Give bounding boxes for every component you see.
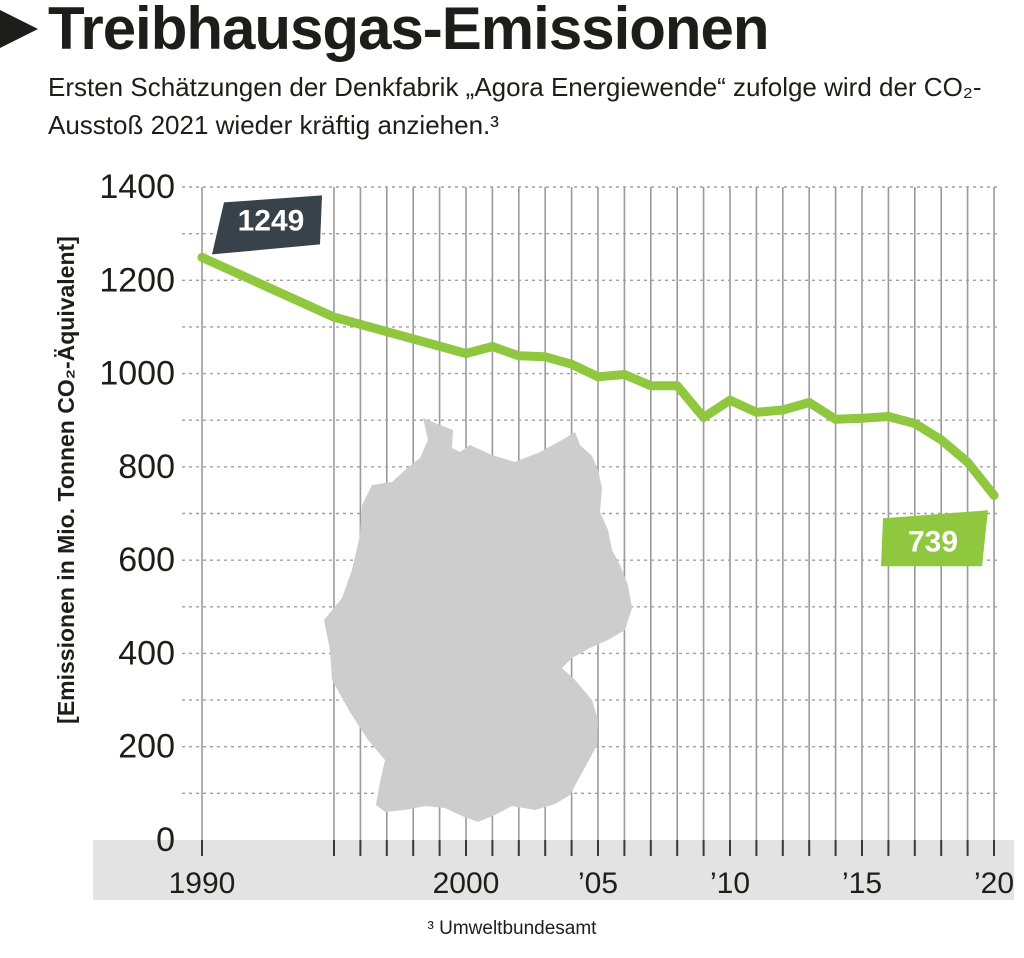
germany-map-silhouette (324, 418, 632, 822)
data-point (487, 342, 497, 352)
x-tick-label: ’10 (710, 867, 750, 900)
series-points (197, 252, 999, 500)
data-point (593, 372, 603, 382)
data-point (197, 252, 207, 262)
data-point (329, 312, 339, 322)
y-axis-title: [Emissionen in Mio. Tonnen CO₂-Äquivalen… (53, 236, 79, 724)
y-tick-label: 1200 (99, 261, 175, 299)
data-point (857, 413, 867, 423)
y-tick-label: 1000 (99, 355, 175, 393)
data-point (778, 405, 788, 415)
data-point (619, 370, 629, 380)
data-point (963, 457, 973, 467)
x-tick-label: ’15 (842, 867, 882, 900)
source-note: ³ Umweltbundesamt (427, 918, 597, 939)
data-point (514, 351, 524, 361)
y-tick-label: 200 (118, 728, 175, 766)
x-tick-label: 1990 (169, 867, 236, 900)
data-point (936, 435, 946, 445)
x-tick-label: ’20 (974, 867, 1014, 900)
end-value-badge (881, 510, 988, 567)
data-point (804, 397, 814, 407)
data-point (910, 418, 920, 428)
start-value-badge (212, 195, 322, 255)
y-axis: 0 200 400 600 800 1000 1200 1400 (99, 168, 175, 859)
y-tick-label: 600 (118, 541, 175, 579)
x-tick-label: 2000 (433, 867, 500, 900)
y-tick-label: 800 (118, 448, 175, 486)
data-point (831, 414, 841, 424)
end-value-label: 739 (908, 525, 958, 558)
annotations: 1249 739 (212, 195, 988, 567)
x-axis-band (93, 840, 1014, 900)
title-arrow-icon (0, 10, 38, 48)
data-point (989, 490, 999, 500)
y-tick-label: 400 (118, 634, 175, 672)
data-point (540, 352, 550, 362)
y-tick-label: 1400 (99, 168, 175, 206)
data-point (672, 381, 682, 391)
data-point (725, 395, 735, 405)
chart-title: Treibhausgas-Emissionen (48, 0, 770, 62)
data-point (699, 412, 709, 422)
data-point (646, 381, 656, 391)
y-tick-label: 0 (156, 821, 175, 859)
data-point (883, 411, 893, 421)
start-value-label: 1249 (238, 204, 305, 237)
chart-subtitle: Ersten Schätzungen der Denkfabrik „Agora… (48, 72, 982, 140)
data-point (461, 349, 471, 359)
x-axis: 1990 2000 ’05 ’10 ’15 ’20 (169, 867, 1014, 900)
x-tick-label: ’05 (578, 867, 618, 900)
data-point (567, 359, 577, 369)
data-point (751, 407, 761, 417)
